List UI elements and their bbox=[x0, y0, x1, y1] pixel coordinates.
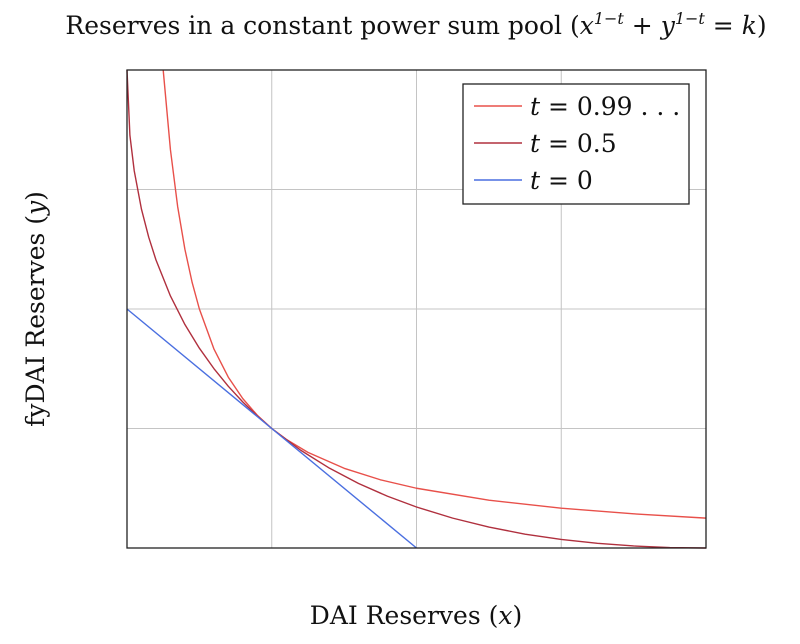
legend-label-t-0: t = 0 bbox=[530, 166, 593, 195]
plot-frame bbox=[126, 69, 707, 549]
chart-title: Reserves in a constant power sum pool (x… bbox=[65, 9, 766, 40]
legend: t = 0.99 . . . t = 0.5 t = 0 bbox=[462, 83, 690, 205]
y-axis-label: fyDAI Reserves (y) bbox=[21, 191, 50, 427]
x-axis-label: DAI Reserves (x) bbox=[310, 601, 522, 630]
series-lines bbox=[126, 69, 707, 549]
legend-label-t-099: t = 0.99 . . . bbox=[530, 92, 680, 121]
legend-box bbox=[462, 83, 690, 205]
legend-label-t-05: t = 0.5 bbox=[530, 129, 617, 158]
series-line-t-0 bbox=[126, 308, 417, 549]
